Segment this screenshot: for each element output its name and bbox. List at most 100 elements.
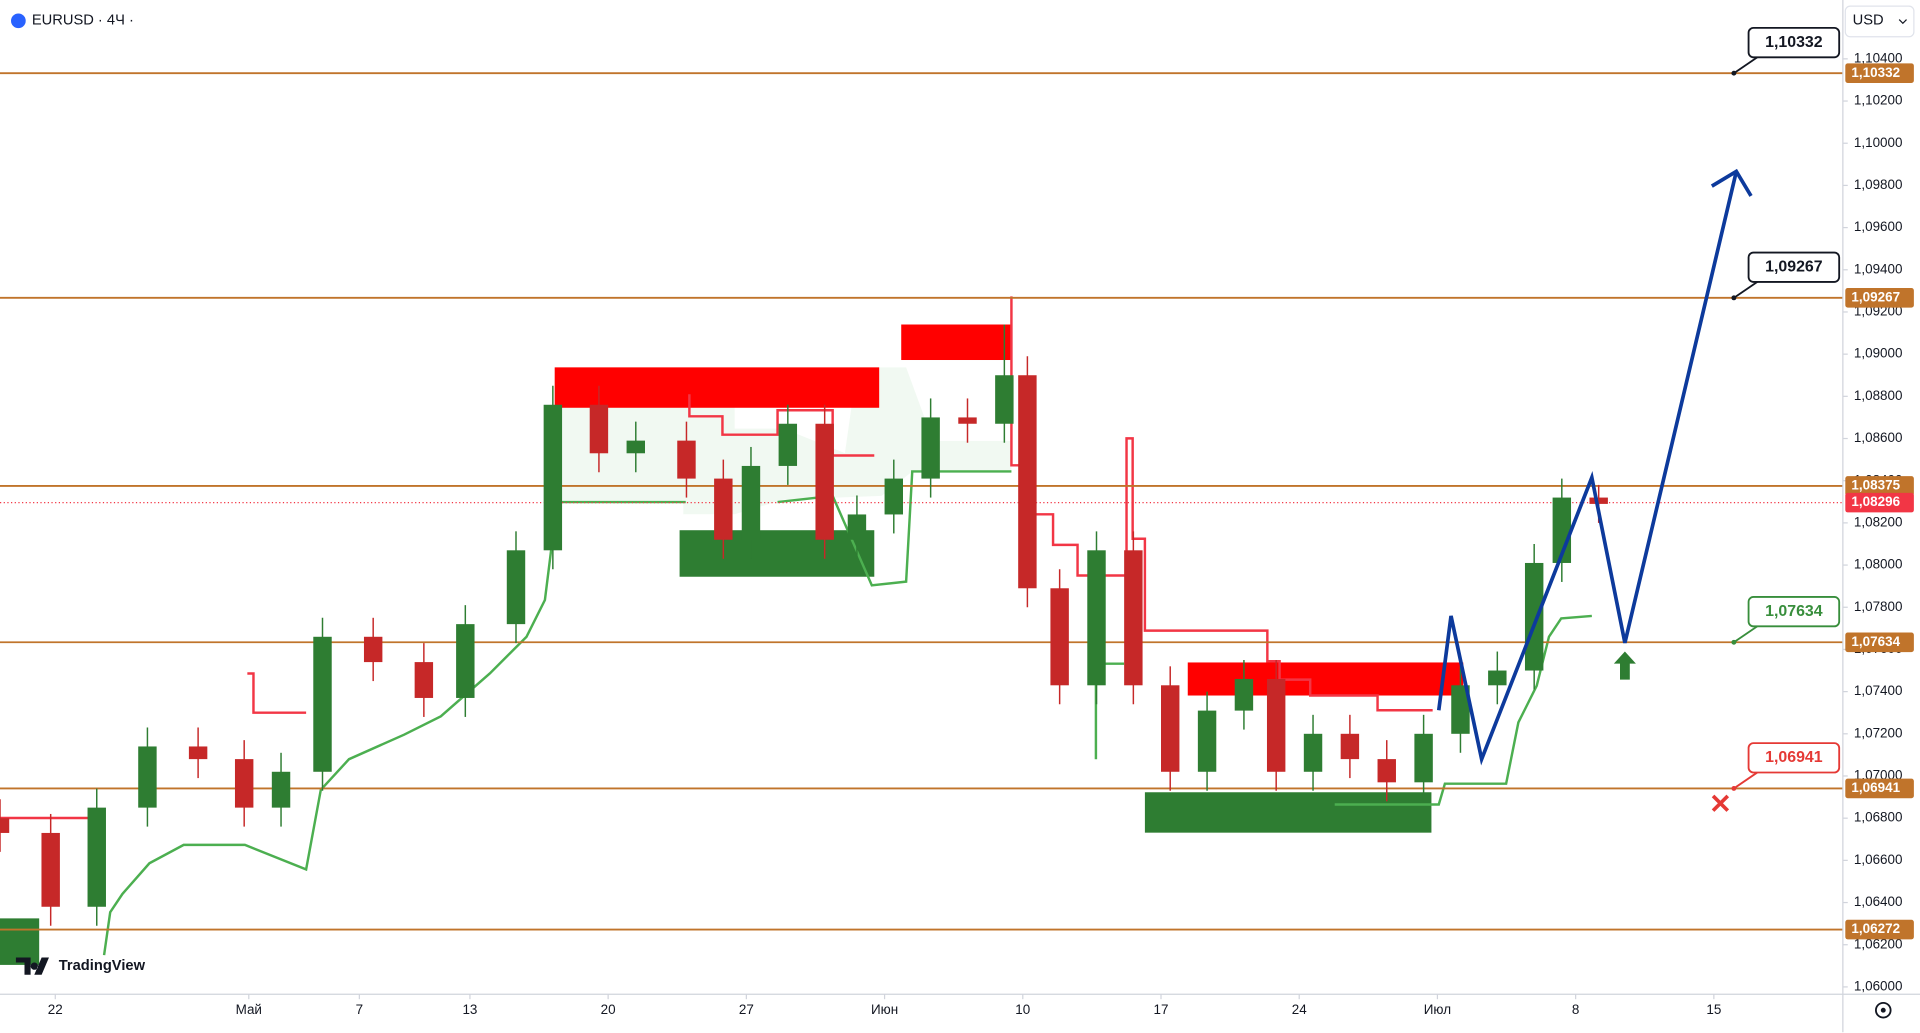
logo-text: TradingView <box>59 958 146 974</box>
callout-label: 1,10332 <box>1765 34 1823 51</box>
current-price-box <box>1845 492 1914 513</box>
candle-body <box>778 423 798 466</box>
y-tick-label: 1,06800 <box>1854 810 1903 825</box>
x-tick-label: 7 <box>356 1002 363 1017</box>
candle-body <box>313 636 332 772</box>
candle-body <box>414 662 434 698</box>
candle-body <box>626 440 645 454</box>
demand-zone <box>1144 792 1432 833</box>
stop-mark <box>1711 794 1730 812</box>
level-axis-label: 1,07634 <box>1851 634 1900 649</box>
logo: TradingView <box>15 957 146 975</box>
candle-body <box>847 514 867 540</box>
callout-anchor <box>1731 70 1737 76</box>
logo-icon <box>15 957 49 975</box>
y-tick-label: 1,08000 <box>1854 557 1903 572</box>
y-tick-label: 1,06400 <box>1854 894 1903 909</box>
supply-zone <box>554 367 880 408</box>
y-tick-label: 1,07200 <box>1854 725 1903 740</box>
candle-body <box>1303 733 1323 772</box>
candle-body <box>41 832 60 907</box>
level-axis-box <box>1845 63 1914 83</box>
x-tick-label: 24 <box>1292 1002 1307 1017</box>
callout-label: 1,09267 <box>1765 258 1823 275</box>
candle-body <box>188 746 208 760</box>
trend-line-red <box>247 672 307 714</box>
candle-body <box>1266 678 1286 772</box>
level-labels: 1,10332 1,10332 1,09267 1,09267 1,08375 1,076… <box>1731 26 1914 940</box>
y-tick-label: 1,06600 <box>1854 852 1903 867</box>
candle-body <box>1234 678 1254 711</box>
candle-body <box>1377 759 1396 783</box>
y-tick-label: 1,07400 <box>1854 683 1903 698</box>
y-tick-label: 1,10400 <box>1854 50 1903 65</box>
candle-body <box>1087 550 1106 686</box>
x-tick-label: 8 <box>1572 1002 1579 1017</box>
y-tick-label: 1,10000 <box>1854 135 1903 150</box>
symbol-icon <box>11 13 26 29</box>
candle-body <box>884 478 903 515</box>
callout-anchor <box>1731 639 1737 645</box>
trend-line-green <box>102 500 686 956</box>
candle-body <box>1340 733 1360 760</box>
supply-zone <box>1187 662 1464 696</box>
x-tick-label: 20 <box>601 1002 616 1017</box>
candles <box>0 324 1608 926</box>
projection-path <box>1436 171 1739 766</box>
drawings <box>0 296 1592 965</box>
candle-body <box>589 404 609 454</box>
currency[interactable]: USD <box>1853 13 1884 29</box>
x-tick-label: Май <box>236 1002 262 1017</box>
callout-box <box>1747 742 1841 774</box>
y-tick-label: 1,08800 <box>1854 388 1903 403</box>
trend-line-red <box>1010 296 1433 712</box>
settings-dot <box>1880 1007 1886 1013</box>
candle-body <box>506 550 526 625</box>
callout-label: 1,06941 <box>1765 749 1823 766</box>
candle-body <box>1018 375 1037 589</box>
candle-body <box>1524 562 1544 671</box>
level-axis-label: 1,06941 <box>1851 780 1900 795</box>
y-tick-label: 1,09600 <box>1854 219 1903 234</box>
x-tick-label: Июн <box>871 1002 898 1017</box>
candle-body <box>995 375 1014 424</box>
candle-body <box>138 746 157 808</box>
candle-body <box>1488 670 1507 686</box>
y-tick-label: 1,09800 <box>1854 177 1903 192</box>
candle-body <box>1161 685 1180 772</box>
header: EURUSD · 4Ч · USD <box>11 5 1915 38</box>
level-axis-box <box>1845 778 1914 799</box>
candle-body <box>1197 710 1217 772</box>
candle-body <box>714 478 733 540</box>
y-tick-label: 1,07800 <box>1854 599 1903 614</box>
candle-body <box>1414 733 1433 783</box>
projection <box>1436 168 1753 812</box>
candle-body <box>456 624 475 698</box>
settings-button[interactable] <box>1875 1001 1892 1019</box>
callout-box <box>1747 251 1841 283</box>
x-tick-label: 22 <box>48 1002 63 1017</box>
candle-body <box>815 423 834 540</box>
symbol: EURUSD · 4Ч · <box>32 13 134 29</box>
demand-zone <box>0 918 40 965</box>
level-axis-label: 1,10332 <box>1851 65 1900 80</box>
candle-body <box>543 404 563 551</box>
level-axis-label: 1,09267 <box>1851 289 1900 304</box>
candle-body <box>921 417 940 479</box>
arrow-head <box>1710 168 1753 197</box>
dropdown-icon <box>1898 19 1907 25</box>
candle-body <box>87 807 106 907</box>
x-tick-label: 27 <box>739 1002 754 1017</box>
level-axis-label: 1,06272 <box>1851 921 1900 936</box>
currency-button[interactable] <box>1844 5 1915 38</box>
candle-body <box>0 818 10 833</box>
level-axis-box <box>1845 632 1914 653</box>
candle-body <box>677 440 696 479</box>
callout-anchor <box>1731 785 1737 791</box>
y-tick-label: 1,09000 <box>1854 346 1903 361</box>
x-tick-label: 13 <box>462 1002 477 1017</box>
x-tick-label: Июл <box>1424 1002 1451 1017</box>
y-tick-label: 1,09400 <box>1854 261 1903 276</box>
